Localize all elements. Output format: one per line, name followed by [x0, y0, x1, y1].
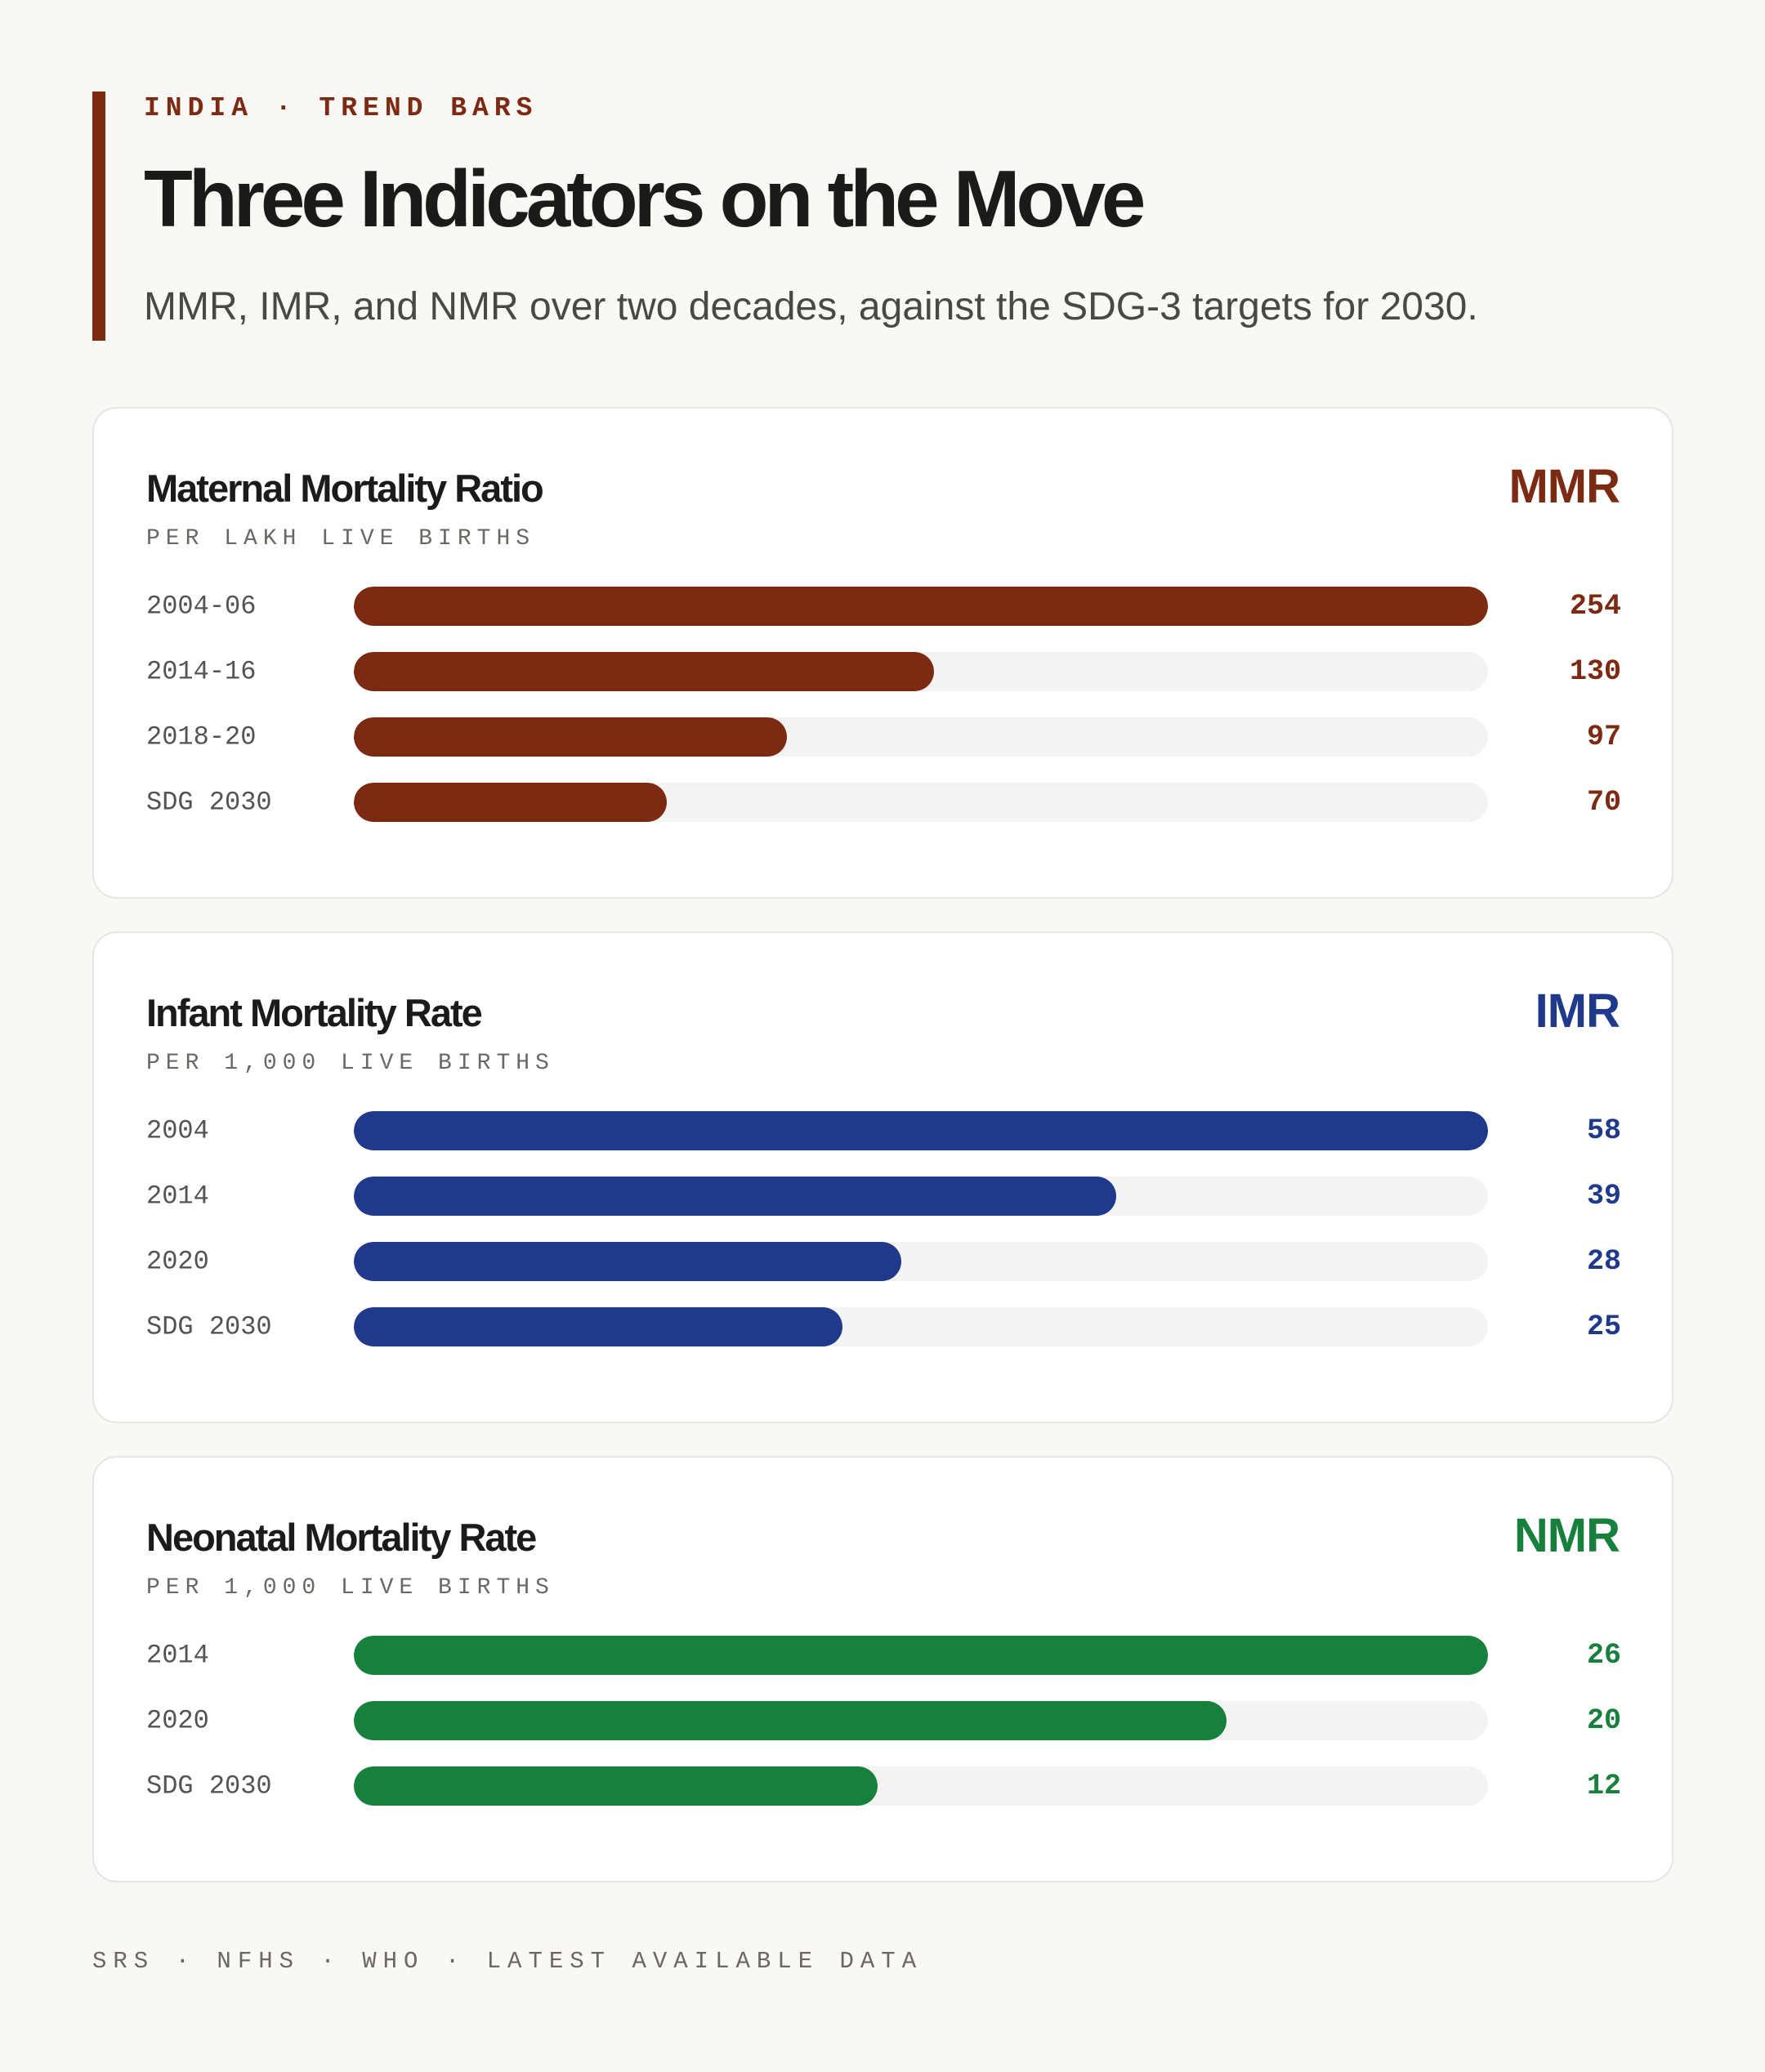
- chart-card-nmr: Neonatal Mortality Rate NMR PER 1,000 LIVE…: [92, 1456, 1673, 1882]
- category-label: SDG 2030: [146, 787, 272, 818]
- bar: [354, 717, 787, 757]
- header: INDIA · TREND BARS Three Indicators on t…: [92, 92, 1673, 341]
- category-label: 2020: [146, 1246, 209, 1277]
- bar: [354, 1177, 1116, 1216]
- value-label: 58: [1586, 1114, 1621, 1147]
- bar-track: [354, 1242, 1488, 1281]
- chart-unit-label: PER 1,000 LIVE BIRTHS: [146, 1575, 555, 1601]
- value-label: 26: [1586, 1639, 1621, 1672]
- value-label: 130: [1569, 655, 1621, 688]
- accent-bar: [92, 92, 105, 341]
- bar-track: [354, 587, 1488, 626]
- category-label: 2014-16: [146, 656, 257, 687]
- bar-track: [354, 1766, 1488, 1806]
- category-label: 2004: [146, 1115, 209, 1146]
- chart-card-imr: Infant Mortality Rate IMR PER 1,000 LIVE B…: [92, 931, 1673, 1423]
- chart-abbreviation: IMR: [1535, 985, 1620, 1038]
- bar: [354, 1111, 1488, 1150]
- chart-unit-label: PER LAKH LIVE BIRTHS: [146, 526, 536, 551]
- page: INDIA · TREND BARS Three Indicators on t…: [92, 92, 1673, 1975]
- bar-track: [354, 1701, 1488, 1740]
- category-label: 2014: [146, 1640, 209, 1671]
- category-label: 2004-06: [146, 591, 257, 622]
- bar-track: [354, 783, 1488, 822]
- category-label: 2018-20: [146, 721, 257, 752]
- bar-track: [354, 1111, 1488, 1150]
- value-label: 20: [1586, 1704, 1621, 1737]
- bar: [354, 1766, 878, 1806]
- category-label: SDG 2030: [146, 1771, 272, 1802]
- chart-title: Maternal Mortality Ratio: [146, 467, 544, 510]
- bar-track: [354, 652, 1488, 691]
- value-label: 254: [1569, 590, 1621, 623]
- category-label: 2020: [146, 1705, 209, 1736]
- bar-track: [354, 1636, 1488, 1675]
- value-label: 12: [1586, 1770, 1621, 1802]
- bar-row: 2014 39: [146, 1177, 1621, 1216]
- bar-track: [354, 717, 1488, 757]
- bar-row: 2004-06 254: [146, 587, 1621, 626]
- value-label: 97: [1586, 721, 1621, 753]
- page-subtitle: MMR, IMR, and NMR over two decades, agai…: [144, 285, 1478, 328]
- bar-row: SDG 2030 70: [146, 783, 1621, 822]
- chart-title: Neonatal Mortality Rate: [146, 1516, 537, 1559]
- bar-row: 2018-20 97: [146, 717, 1621, 757]
- bar-row: 2020 20: [146, 1701, 1621, 1740]
- bar: [354, 1307, 842, 1346]
- page-title: Three Indicators on the Move: [144, 154, 1146, 243]
- bar-row: 2020 28: [146, 1242, 1621, 1281]
- value-label: 39: [1586, 1180, 1621, 1212]
- bar-track: [354, 1177, 1488, 1216]
- source-footer: SRS · NFHS · WHO · LATEST AVAILABLE DATA: [92, 1948, 923, 1975]
- chart-unit-label: PER 1,000 LIVE BIRTHS: [146, 1051, 555, 1076]
- bar-row: 2014 26: [146, 1636, 1621, 1675]
- value-label: 25: [1586, 1311, 1621, 1343]
- bar-track: [354, 1307, 1488, 1346]
- bar: [354, 1242, 901, 1281]
- chart-card-mmr: Maternal Mortality Ratio MMR PER LAKH LIVE…: [92, 407, 1673, 899]
- chart-abbreviation: NMR: [1513, 1509, 1620, 1562]
- bar: [354, 652, 934, 691]
- value-label: 70: [1586, 786, 1621, 819]
- bar: [354, 783, 667, 822]
- bar: [354, 587, 1488, 626]
- bar-row: SDG 2030 25: [146, 1307, 1621, 1346]
- value-label: 28: [1586, 1245, 1621, 1278]
- bar-row: 2014-16 130: [146, 652, 1621, 691]
- category-label: 2014: [146, 1181, 209, 1212]
- kicker: INDIA · TREND BARS: [144, 93, 538, 123]
- chart-title: Infant Mortality Rate: [146, 991, 483, 1034]
- bar: [354, 1701, 1227, 1740]
- bar: [354, 1636, 1488, 1675]
- category-label: SDG 2030: [146, 1311, 272, 1342]
- bar-row: SDG 2030 12: [146, 1766, 1621, 1806]
- chart-abbreviation: MMR: [1508, 460, 1620, 513]
- bar-row: 2004 58: [146, 1111, 1621, 1150]
